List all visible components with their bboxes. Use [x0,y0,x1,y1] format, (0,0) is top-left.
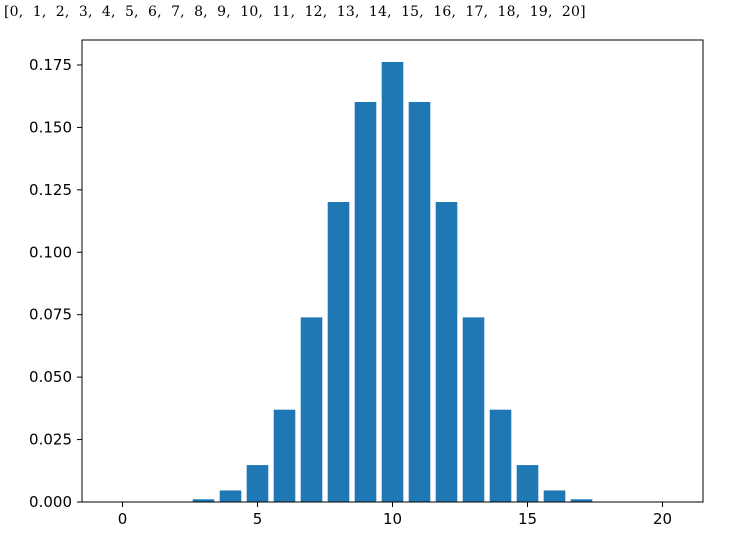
y-tick-label-0.175: 0.175 [29,56,72,74]
bar-17 [570,499,593,502]
bars-group [111,61,674,503]
bar-15 [516,465,539,502]
bar-14 [489,409,512,502]
bar-16 [543,490,566,502]
x-axis: 0 5 10 15 20 [118,502,672,528]
bar-4 [219,490,242,502]
console-output-line: [0, 1, 2, 3, 4, 5, 6, 7, 8, 9, 10, 11, 1… [4,4,586,20]
y-tick-label-0.000: 0.000 [29,493,72,511]
y-tick-label-0.025: 0.025 [29,431,72,449]
y-tick-label-0.150: 0.150 [29,118,72,136]
bar-9 [354,101,377,502]
y-tick-label-0.125: 0.125 [29,181,72,199]
bar-7 [300,317,323,502]
y-tick-label-0.100: 0.100 [29,243,72,261]
bar-6 [273,409,296,502]
bar-11 [408,101,431,502]
x-tick-label-0: 0 [118,510,128,528]
x-tick-label-10: 10 [383,510,402,528]
bar-3 [192,499,215,502]
bar-12 [435,201,458,502]
y-tick-label-0.050: 0.050 [29,368,72,386]
y-axis: 0.000 0.025 0.050 0.075 0.100 0.125 0.150 0.175 [29,56,82,511]
bar-8 [327,201,350,502]
x-tick-label-15: 15 [518,510,537,528]
bar-5 [246,465,269,502]
x-tick-label-5: 5 [253,510,263,528]
y-tick-label-0.075: 0.075 [29,306,72,324]
bar-10 [381,61,404,503]
bar-13 [462,317,485,502]
x-tick-label-20: 20 [653,510,672,528]
